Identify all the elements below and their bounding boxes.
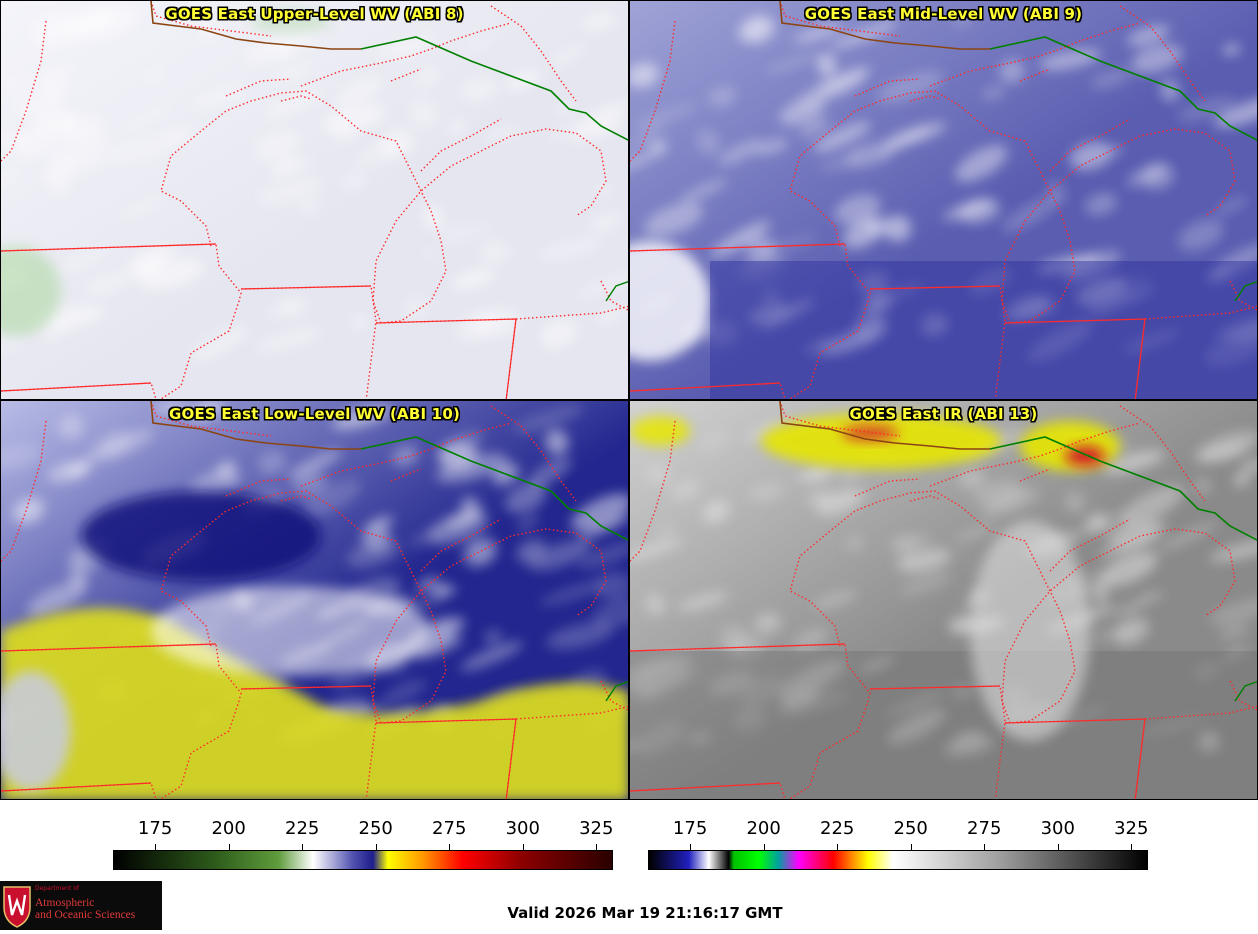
panel-ir: GOES East IR (ABI 13) — [629, 400, 1258, 800]
international-border — [989, 436, 1257, 541]
colorbar-tick-label: 225 — [284, 818, 320, 839]
international-border — [360, 36, 628, 141]
colorbar-tick — [910, 844, 912, 850]
colorbar-gradient — [113, 850, 613, 870]
panel-mid-level-wv: GOES East Mid-Level WV (ABI 9) — [629, 0, 1258, 400]
colorbar-tick — [837, 844, 839, 850]
satellite-map-ir — [630, 401, 1257, 799]
valid-time: Valid 2026 Mar 19 21:16:17 GMT — [507, 904, 783, 922]
panel-low-level-wv: GOES East Low-Level WV (ABI 10) — [0, 400, 629, 800]
colorbar-tick — [690, 844, 692, 850]
logo-dept: Department of — [35, 885, 79, 892]
colorbar-tick-label: 275 — [432, 818, 467, 839]
colorbar-tick-label: 250 — [358, 818, 393, 839]
lake-superior-shore — [779, 401, 990, 450]
colorbar-tick-label: 250 — [893, 818, 928, 839]
colorbar-tick-label: 200 — [211, 818, 246, 839]
satellite-map-mid-wv — [630, 1, 1257, 399]
uw-crest-icon — [3, 886, 31, 928]
colorbar-tick-label: 300 — [1040, 818, 1075, 839]
international-border — [989, 36, 1257, 141]
lake-superior-shore — [150, 1, 361, 50]
colorbar-tick — [302, 844, 304, 850]
colorbar-wv: 175 200 225 250 275 300 325 — [113, 800, 613, 880]
colorbar-tick — [1131, 844, 1133, 850]
panel-upper-level-wv: GOES East Upper-Level WV (ABI 8) — [0, 0, 629, 400]
satellite-map-low-wv — [1, 401, 628, 799]
colorbar-tick — [763, 844, 765, 850]
colorbar-tick — [155, 844, 157, 850]
cloud-field — [1, 5, 628, 362]
logo-line1: Atmospheric — [35, 897, 95, 909]
international-border — [360, 436, 628, 541]
panel-title: GOES East IR (ABI 13) — [849, 405, 1038, 423]
panel-title: GOES East Low-Level WV (ABI 10) — [168, 405, 461, 423]
aos-logo: Department of Atmospheric and Oceanic Sc… — [0, 881, 162, 930]
colorbar-tick-label: 325 — [579, 818, 614, 839]
colorbar-gradient — [648, 850, 1148, 870]
satellite-map-upper-wv — [1, 1, 628, 399]
colorbar-tick — [1057, 844, 1059, 850]
colorbar-tick — [984, 844, 986, 850]
colorbar-tick-label: 225 — [819, 818, 855, 839]
colorbar-tick — [228, 844, 230, 850]
colorbar-tick-label: 275 — [967, 818, 1002, 839]
panel-title: GOES East Mid-Level WV (ABI 9) — [804, 5, 1083, 23]
colorbar-tick-label: 175 — [137, 818, 173, 839]
panel-title: GOES East Upper-Level WV (ABI 8) — [165, 5, 464, 23]
colorbar-tick — [522, 844, 524, 850]
colorbar-tick-label: 175 — [672, 818, 708, 839]
colorbar-tick-label: 200 — [746, 818, 781, 839]
colorbar-tick — [375, 844, 377, 850]
colorbar-tick-label: 300 — [505, 818, 540, 839]
colorbar-tick — [596, 844, 598, 850]
dry-air-region — [1, 608, 628, 799]
logo-line2: and Oceanic Sciences — [35, 909, 136, 921]
lake-superior-shore — [779, 1, 990, 50]
colorbar-ir: 175 200 225 250 275 300 325 — [648, 800, 1148, 880]
colorbar-tick — [449, 844, 451, 850]
colorbar-tick-label: 325 — [1114, 818, 1149, 839]
lake-superior-shore — [150, 401, 361, 450]
